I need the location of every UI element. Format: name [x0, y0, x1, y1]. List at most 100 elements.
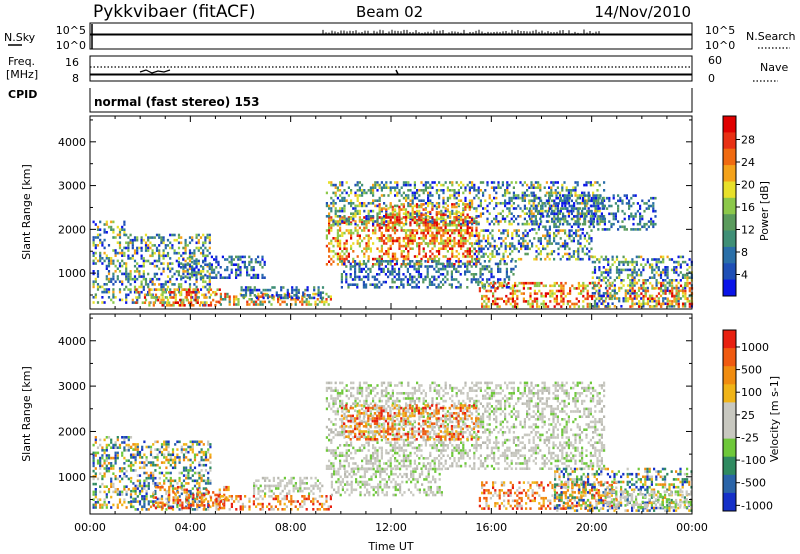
- heatmap-cell: [323, 303, 326, 306]
- heatmap-cell: [343, 189, 346, 192]
- heatmap-cell: [413, 181, 416, 184]
- heatmap-cell: [637, 268, 641, 272]
- heatmap-cell: [125, 272, 128, 276]
- heatmap-cell: [208, 236, 211, 239]
- heatmap-cell: [310, 303, 313, 306]
- heatmap-cell: [450, 265, 453, 268]
- heatmap-cell: [255, 288, 259, 292]
- heatmap-cell: [420, 265, 423, 268]
- heatmap-cell: [536, 284, 539, 288]
- heatmap-cell: [385, 208, 388, 211]
- heatmap-cell: [508, 209, 511, 213]
- heatmap-cell: [341, 191, 344, 195]
- heatmap-cell: [556, 181, 559, 184]
- heatmap-cell: [257, 260, 260, 264]
- heatmap-cell: [557, 217, 560, 221]
- heatmap-cell: [584, 222, 587, 226]
- heatmap-cell: [673, 297, 676, 301]
- heatmap-cell: [194, 293, 197, 297]
- heatmap-cell: [626, 299, 630, 303]
- heatmap-cell: [486, 278, 489, 281]
- heatmap-cell: [402, 208, 405, 211]
- heatmap-cell: [535, 220, 538, 223]
- heatmap-cell: [600, 212, 603, 215]
- heatmap-cell: [188, 257, 192, 260]
- heatmap-cell: [407, 257, 410, 261]
- heatmap-cell: [363, 204, 366, 208]
- heatmap-cell: [435, 189, 438, 192]
- heatmap-cell: [123, 288, 126, 291]
- heatmap-cell: [608, 281, 611, 285]
- heatmap-cell: [413, 237, 416, 240]
- heatmap-cell: [232, 263, 235, 266]
- heatmap-cell: [396, 181, 399, 184]
- heatmap-cell: [190, 298, 193, 302]
- heatmap-cell: [599, 284, 602, 288]
- heatmap-cell: [547, 292, 550, 295]
- heatmap-cell: [418, 244, 421, 248]
- heatmap-cell: [136, 443, 139, 446]
- heatmap-cell: [389, 244, 392, 248]
- heatmap-cell: [560, 300, 563, 303]
- heatmap-cell: [556, 215, 559, 218]
- heatmap-cell: [385, 209, 388, 213]
- heatmap-cell: [217, 300, 220, 304]
- heatmap-cell: [522, 242, 525, 245]
- heatmap-cell: [575, 215, 578, 218]
- heatmap-cell: [350, 234, 353, 237]
- heatmap-cell: [153, 244, 156, 247]
- heatmap-cell: [259, 260, 262, 264]
- heatmap-cell: [533, 284, 536, 288]
- heatmap-cell: [508, 220, 511, 223]
- heatmap-cell: [103, 283, 106, 286]
- heatmap-cell: [158, 244, 161, 247]
- heatmap-cell: [487, 255, 490, 258]
- heatmap-cell: [213, 268, 216, 272]
- heatmap-cell: [537, 212, 540, 215]
- heatmap-cell: [376, 220, 379, 223]
- heatmap-cell: [228, 303, 231, 306]
- heatmap-cell: [526, 244, 529, 248]
- heatmap-cell: [561, 204, 564, 208]
- heatmap-cell: [537, 237, 540, 240]
- heatmap-cell: [431, 247, 434, 250]
- heatmap-cell: [479, 189, 482, 192]
- heatmap-cell: [448, 283, 451, 286]
- heatmap-cell: [374, 220, 377, 223]
- heatmap-cell: [431, 226, 434, 230]
- heatmap-cell: [134, 445, 137, 449]
- heatmap-cell: [140, 236, 143, 239]
- heatmap-cell: [376, 215, 379, 218]
- heatmap-cell: [354, 212, 357, 215]
- heatmap-cell: [610, 225, 613, 229]
- heatmap-cell: [615, 268, 619, 272]
- heatmap-cell: [679, 263, 682, 266]
- heatmap-cell: [633, 294, 636, 298]
- heatmap-cell: [140, 283, 143, 286]
- heatmap-cell: [407, 229, 410, 232]
- heatmap-cell: [149, 476, 153, 480]
- heatmap-cell: [625, 228, 628, 231]
- heatmap-cell: [149, 236, 152, 239]
- heatmap-cell: [500, 284, 503, 288]
- heatmap-cell: [354, 267, 357, 271]
- heatmap-cell: [339, 217, 342, 221]
- heatmap-cell: [438, 181, 441, 184]
- heatmap-cell: [96, 301, 100, 304]
- heatmap-cell: [577, 209, 580, 213]
- heatmap-cell: [209, 301, 213, 304]
- heatmap-cell: [134, 469, 137, 472]
- heatmap-cell: [598, 297, 601, 300]
- heatmap-cell: [125, 246, 128, 250]
- heatmap-cell: [123, 231, 126, 234]
- heatmap-cell: [99, 257, 102, 260]
- colorbar-segment: [723, 197, 736, 215]
- heatmap-cell: [96, 462, 100, 465]
- heatmap-cell: [548, 242, 551, 245]
- heatmap-cell: [350, 204, 353, 208]
- heatmap-cell: [540, 212, 543, 216]
- heatmap-cell: [143, 484, 146, 488]
- heatmap-cell: [455, 205, 458, 209]
- heatmap-cell: [542, 284, 545, 288]
- heatmap-cell: [502, 255, 505, 258]
